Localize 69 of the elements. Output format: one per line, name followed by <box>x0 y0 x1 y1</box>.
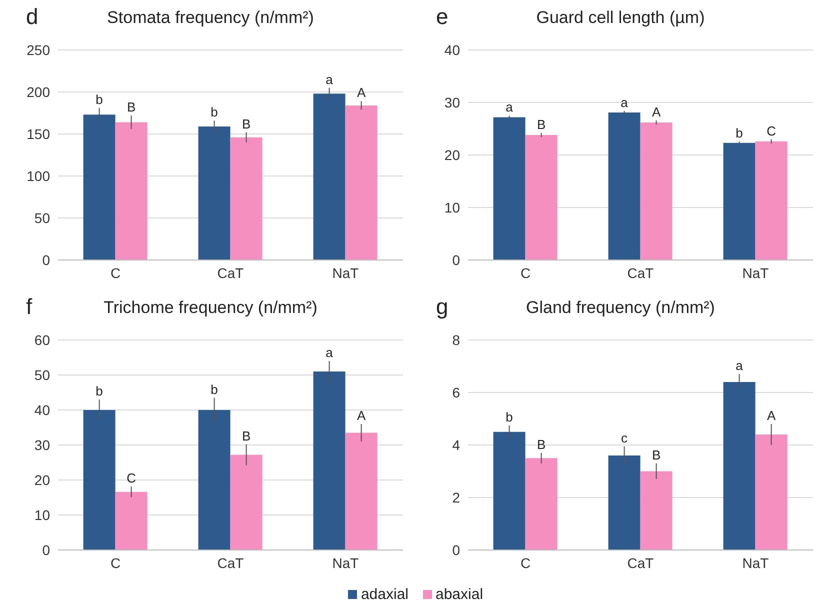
y-tick-label: 100 <box>26 168 50 184</box>
data-label: b <box>506 409 513 424</box>
data-label: C <box>126 470 136 486</box>
data-label: B <box>536 436 546 452</box>
text: f <box>26 294 32 320</box>
data-label: c <box>621 430 628 446</box>
y-tick-label: 20 <box>444 146 460 163</box>
x-tick-label: NaT <box>742 264 770 281</box>
legend-label: abaxial <box>434 586 484 600</box>
y-tick-label: 250 <box>26 42 50 58</box>
data-label: B <box>242 428 251 444</box>
x-tick-label: C <box>520 264 531 281</box>
y-tick-label: 0 <box>42 542 50 558</box>
data-label: B <box>652 447 661 462</box>
data-label: a <box>620 94 629 110</box>
data-label: b <box>96 92 103 107</box>
y-tick-label: 60 <box>34 332 50 348</box>
legend-label: adaxial <box>360 586 408 600</box>
y-tick-label: 40 <box>34 402 50 418</box>
chart-title: Trichome frequency (n/mm²) <box>104 298 318 317</box>
x-tick-label: NaT <box>332 264 360 281</box>
y-tick-label: 50 <box>34 210 50 226</box>
y-tick-label: 4 <box>452 436 460 453</box>
text: g <box>436 294 448 320</box>
data-label: a <box>326 345 334 360</box>
y-tick-label: 6 <box>452 384 460 400</box>
data-label: C <box>766 123 776 138</box>
chart-title: Stomata frequency (n/mm²) <box>107 8 314 27</box>
y-tick-label: 30 <box>34 436 50 453</box>
data-label: A <box>356 85 366 100</box>
data-label: a <box>326 72 334 87</box>
x-tick-label: CaT <box>217 554 244 571</box>
y-tick-label: 0 <box>42 252 50 268</box>
y-tick-label: 8 <box>452 332 460 348</box>
x-tick-label: CaT <box>627 554 654 571</box>
x-tick-label: CaT <box>217 264 244 281</box>
data-label: B <box>126 100 136 115</box>
text: d <box>26 4 38 30</box>
data-label: B <box>242 116 251 132</box>
data-label: B <box>536 116 546 132</box>
data-label: b <box>736 125 743 140</box>
y-tick-label: 20 <box>34 472 50 488</box>
y-tick-label: 200 <box>26 84 50 100</box>
y-tick-label: 10 <box>444 199 460 216</box>
x-tick-label: C <box>520 554 531 571</box>
data-label: A <box>356 408 366 423</box>
text: e <box>436 4 448 30</box>
data-label: b <box>96 384 103 398</box>
data-label: a <box>736 358 744 374</box>
data-label: A <box>766 408 776 423</box>
chart-title: Guard cell length (µm) <box>536 8 705 27</box>
y-tick-label: 150 <box>26 126 50 142</box>
x-tick-label: NaT <box>332 554 360 571</box>
y-tick-label: 10 <box>34 506 50 523</box>
chart-title: Gland frequency (n/mm²) <box>526 298 715 317</box>
x-tick-label: CaT <box>627 264 654 281</box>
x-tick-label: C <box>110 264 121 281</box>
y-tick-label: 2 <box>452 489 460 506</box>
y-tick-label: 0 <box>452 542 460 558</box>
data-label: b <box>210 382 218 397</box>
y-tick-label: 40 <box>444 42 460 58</box>
x-tick-label: C <box>110 554 121 571</box>
y-tick-label: 0 <box>452 252 460 268</box>
data-label: a <box>506 100 514 115</box>
y-tick-label: 30 <box>444 94 460 110</box>
x-tick-label: NaT <box>742 554 770 571</box>
data-label: A <box>652 104 661 120</box>
data-label: b <box>210 104 218 120</box>
y-tick-label: 50 <box>34 366 50 383</box>
